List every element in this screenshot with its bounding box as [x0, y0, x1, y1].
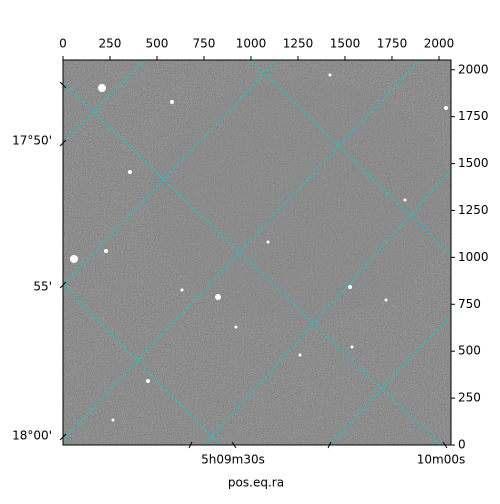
image	[63, 60, 451, 445]
y-tick-label: 500	[458, 344, 481, 358]
x-tick-label: 2000	[424, 37, 455, 51]
y-tick-label: 1250	[458, 203, 489, 217]
y-tick-label: 2000	[458, 62, 489, 76]
x-tick-label: 1500	[330, 37, 361, 51]
y-tick-label: 0	[458, 438, 466, 452]
y-tick-label: 1500	[458, 156, 489, 170]
ra-tick-label: 5h09m30s	[201, 453, 265, 467]
x-tick-label: 1250	[283, 37, 314, 51]
y-tick-label: 750	[458, 297, 481, 311]
frame	[62, 59, 452, 446]
dec-tick-label: 55'	[33, 280, 52, 294]
x-tick-label: 750	[193, 37, 216, 51]
stars	[70, 73, 448, 422]
coordinate-grid	[63, 60, 451, 445]
y-tick-label: 250	[458, 391, 481, 405]
y-tick-label: 1750	[458, 109, 489, 123]
y-tick-label: 1000	[458, 250, 489, 264]
x-tick-label: 0	[59, 37, 67, 51]
world-ticks	[59, 81, 448, 449]
dec-tick-label: 18°00'	[12, 429, 52, 443]
x-axis-label: pos.eq.ra	[228, 476, 284, 490]
x-tick-label: 250	[99, 37, 122, 51]
dec-tick-label: 17°50'	[12, 134, 52, 148]
x-tick-label: 500	[146, 37, 169, 51]
ra-tick-label: 10m00s	[417, 453, 465, 467]
x-tick-label: 1000	[236, 37, 267, 51]
x-tick-label: 1750	[377, 37, 408, 51]
